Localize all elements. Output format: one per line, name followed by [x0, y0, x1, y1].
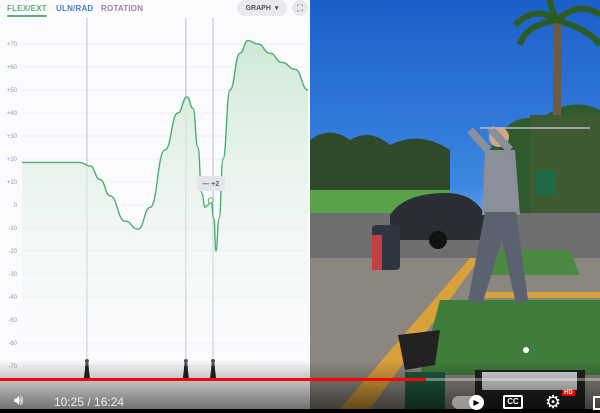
golf-range-scene: [310, 0, 600, 409]
volume-icon: 🔊︎: [14, 392, 24, 409]
caret-down-icon: ▾: [274, 5, 279, 12]
progress-bar[interactable]: [0, 378, 600, 381]
y-tick-label: 0: [14, 203, 18, 209]
cc-label: CC: [507, 397, 519, 406]
flex-ext-chart: +70 +60 +50 +40 +30 +20 +10 0 -10 -20 -30 -40 -50 -60…: [7, 18, 309, 378]
y-tick-label: +40: [7, 111, 18, 117]
settings-button[interactable]: ⚙: [545, 392, 561, 413]
expand-icon: ⛶: [296, 2, 304, 13]
captions-button[interactable]: CC: [503, 395, 523, 409]
y-tick-label: +30: [7, 134, 18, 140]
y-tick-label: +60: [7, 65, 18, 71]
time-display: 10:25 / 16:24: [54, 395, 125, 409]
tooltip-box: [196, 176, 225, 191]
tooltip-value: — +2: [202, 181, 219, 188]
flex-ext-series-line: [22, 39, 309, 252]
fullscreen-button[interactable]: [593, 396, 600, 410]
player-controls: [0, 360, 600, 409]
autoplay-toggle[interactable]: ▶: [452, 395, 484, 410]
y-tick-label: -30: [8, 272, 17, 278]
view-select-label: GRAPH: [245, 4, 271, 12]
tab-flex-ext[interactable]: FLEX/EXT: [7, 4, 47, 17]
y-tick-label: +20: [7, 157, 18, 163]
y-tick-label: -60: [8, 341, 17, 347]
video-frame[interactable]: [310, 0, 600, 409]
tab-uln-rad[interactable]: ULN/RAD: [56, 4, 94, 13]
y-tick-label: -40: [8, 295, 17, 301]
play-icon: ▶: [469, 395, 484, 410]
highlight-point: [207, 197, 214, 204]
y-tick-label: -20: [8, 249, 17, 255]
gear-icon: ⚙: [545, 392, 562, 412]
y-tick-label: -50: [8, 318, 17, 324]
progress-played: [0, 378, 426, 381]
y-tick-label: +70: [7, 42, 18, 48]
tab-rotation[interactable]: ROTATION: [101, 4, 144, 13]
y-tick-label: +10: [7, 180, 18, 186]
swing-analysis-panel: +70 +60 +50 +40 +30 +20 +10 0 -10 -20 -30 -40 -50 -60…: [0, 0, 310, 409]
area-fill: [22, 40, 308, 367]
y-tick-label: +50: [7, 88, 18, 94]
hd-badge: HD: [562, 390, 575, 396]
view-select-button[interactable]: GRAPH ▾: [237, 0, 287, 16]
y-tick-label: -10: [8, 226, 17, 232]
volume-button[interactable]: 🔊︎: [14, 392, 23, 409]
chart-fullscreen-button[interactable]: ⛶: [292, 0, 308, 16]
